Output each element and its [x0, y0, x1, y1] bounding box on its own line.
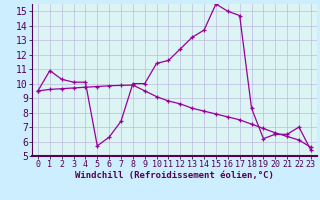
X-axis label: Windchill (Refroidissement éolien,°C): Windchill (Refroidissement éolien,°C) [75, 171, 274, 180]
